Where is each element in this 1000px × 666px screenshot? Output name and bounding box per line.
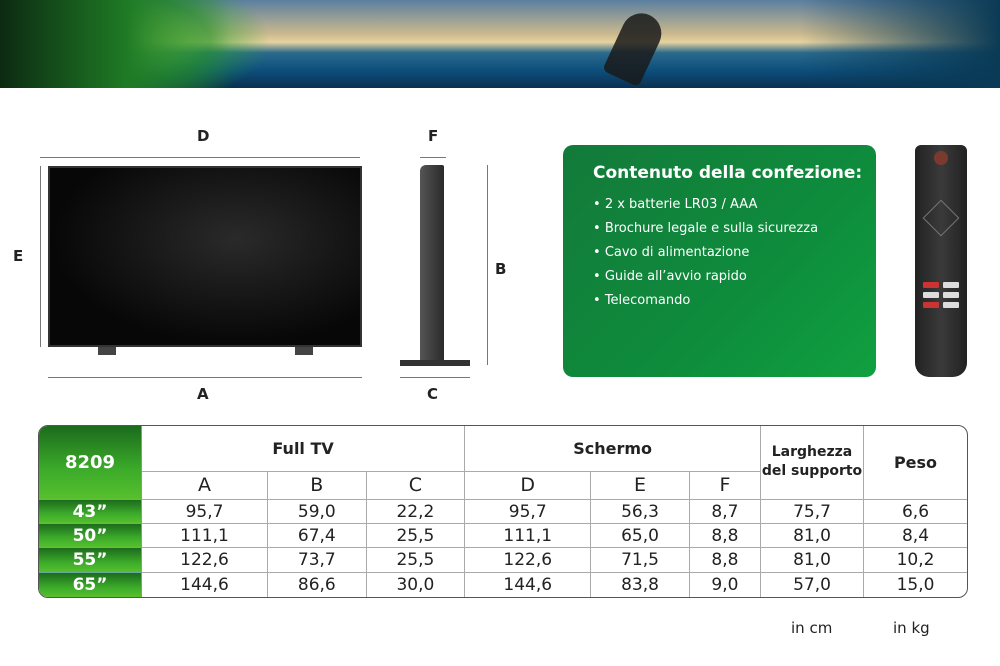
label-d: D [197, 127, 210, 145]
table-row: 55” 122,6 73,7 25,5 122,6 71,5 8,8 81,0 10,2 [39, 548, 967, 573]
weight-header: Peso [864, 426, 967, 500]
value-cell: 9,0 [690, 572, 761, 597]
model-number: 8209 [39, 426, 142, 500]
value-cell: 65,0 [591, 524, 690, 549]
value-cell: 111,1 [465, 524, 592, 549]
value-cell: 122,6 [142, 548, 269, 573]
value-cell: 59,0 [268, 499, 367, 525]
value-cell: 95,7 [465, 499, 592, 525]
col-e: E [591, 471, 690, 500]
banner-image [0, 0, 1000, 88]
value-cell: 144,6 [465, 572, 592, 597]
package-item: Telecomando [593, 293, 876, 308]
tv-front-image [48, 166, 362, 347]
package-contents-box: Contenuto della confezione: 2 x batterie… [563, 145, 876, 377]
label-a: A [197, 385, 209, 403]
unit-cm: in cm [791, 619, 833, 637]
col-b: B [268, 471, 367, 500]
col-a: A [142, 471, 269, 500]
remote-control-image [915, 145, 967, 377]
unit-kg: in kg [893, 619, 930, 637]
value-cell: 71,5 [591, 548, 690, 573]
size-cell: 55” [39, 548, 142, 573]
value-cell: 8,4 [864, 524, 967, 549]
value-cell: 111,1 [142, 524, 269, 549]
size-cell: 43” [39, 499, 142, 525]
label-b: B [495, 260, 507, 278]
value-cell: 81,0 [761, 524, 864, 549]
label-e: E [13, 247, 24, 265]
package-item: Guide all’avvio rapido [593, 269, 876, 284]
value-cell: 73,7 [268, 548, 367, 573]
package-item: Cavo di alimentazione [593, 245, 876, 260]
value-cell: 25,5 [366, 548, 466, 573]
table-row: 43” 95,7 59,0 22,2 95,7 56,3 8,7 75,7 6,6 [39, 499, 967, 525]
kitesurfer-image [602, 6, 668, 88]
value-cell: 67,4 [268, 524, 367, 549]
value-cell: 22,2 [366, 499, 466, 525]
value-cell: 81,0 [761, 548, 864, 573]
value-cell: 8,8 [689, 524, 761, 549]
value-cell: 56,3 [591, 499, 690, 525]
package-item: 2 x batterie LR03 / AAA [593, 197, 876, 212]
tv-side-image [420, 165, 444, 362]
value-cell: 122,6 [465, 548, 592, 573]
value-cell: 15,0 [896, 574, 935, 595]
value-cell: 6,6 [864, 500, 967, 525]
value-cell: 8,8 [689, 548, 761, 573]
group-schermo: Schermo [465, 426, 761, 472]
package-item: Brochure legale e sulla sicurezza [593, 221, 876, 236]
col-c: C [366, 471, 466, 500]
label-f: F [428, 127, 439, 145]
dimensions-table: 8209 Full TV Schermo Larghezza del suppo… [38, 425, 968, 598]
value-cell: 144,6 [142, 572, 269, 597]
value-cell: 57,0 [761, 572, 864, 597]
value-cell: 86,6 [268, 572, 367, 597]
value-cell: 10,2 [864, 548, 967, 573]
value-cell: 25,5 [366, 524, 466, 549]
value-cell: 30,0 [367, 572, 466, 597]
label-c: C [427, 385, 439, 403]
col-d: D [465, 471, 592, 500]
support-width-header: Larghezza del supporto [761, 426, 864, 500]
group-full-tv: Full TV [142, 426, 466, 472]
size-cell: 50” [39, 524, 142, 549]
value-cell: 8,7 [689, 499, 761, 525]
package-title: Contenuto della confezione: [593, 163, 863, 183]
value-cell: 75,7 [761, 499, 864, 525]
power-button-icon [934, 151, 948, 165]
table-row: 65” 144,6 86,6 30,0 144,6 83,8 9,0 57,0 15,0 [39, 572, 967, 597]
value-cell: 95,7 [142, 499, 269, 525]
value-cell: 83,8 [591, 572, 690, 597]
table-row: 50” 111,1 67,4 25,5 111,1 65,0 8,8 81,0 8,4 [39, 524, 967, 549]
col-f: F [689, 471, 761, 500]
size-cell: 65” [39, 572, 142, 597]
